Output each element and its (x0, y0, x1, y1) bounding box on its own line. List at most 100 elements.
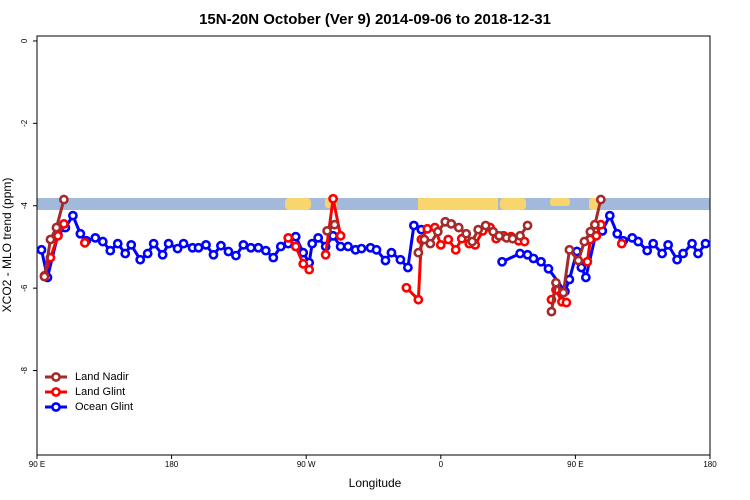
data-point (79, 237, 90, 248)
x-tick-label: 180 (165, 460, 179, 469)
data-point (580, 272, 591, 283)
data-point (67, 210, 78, 221)
legend-marker (51, 402, 61, 412)
data-point (446, 218, 457, 229)
y-tick-label: -8 (20, 366, 29, 374)
data-point (260, 245, 271, 256)
data-point (245, 242, 256, 253)
data-point (307, 238, 318, 249)
data-point (633, 236, 644, 247)
data-point (522, 220, 533, 231)
data-point (467, 236, 478, 247)
data-point (473, 224, 484, 235)
data-point (322, 225, 333, 236)
data-point (700, 238, 711, 249)
series (39, 194, 606, 317)
data-point (275, 241, 286, 252)
data-point (604, 210, 615, 221)
data-point (59, 218, 69, 229)
data-point (515, 230, 525, 241)
data-point (461, 228, 472, 239)
data-point (304, 264, 315, 275)
series-line (44, 199, 621, 303)
map-band (37, 198, 710, 210)
data-point (551, 277, 561, 288)
data-point (422, 223, 433, 234)
x-axis-label: Longitude (349, 476, 402, 490)
data-point (401, 282, 412, 293)
legend-marker (51, 387, 61, 397)
data-point (335, 230, 346, 241)
data-point (148, 238, 159, 249)
series (36, 210, 711, 297)
y-tick-label: 0 (20, 38, 29, 43)
data-point (494, 230, 505, 241)
data-point (290, 241, 301, 252)
legend-label: Ocean Glint (75, 401, 133, 413)
data-point (402, 262, 413, 273)
data-point (51, 222, 62, 233)
x-tick-label: 90 E (567, 460, 583, 469)
data-point (386, 247, 397, 258)
data-point (216, 240, 226, 251)
data-point (589, 219, 600, 230)
data-point (36, 244, 47, 255)
data-point (53, 230, 63, 241)
data-point (616, 238, 627, 249)
data-point (543, 263, 554, 274)
data-point (231, 250, 241, 261)
data-point (172, 243, 183, 254)
data-point (579, 236, 590, 247)
land-patches (285, 198, 601, 210)
data-point (112, 238, 123, 249)
data-point (595, 194, 606, 205)
data-point (432, 226, 443, 237)
data-point (663, 239, 674, 250)
data-point (612, 228, 623, 239)
data-point (413, 247, 424, 258)
data-point (283, 232, 294, 243)
x-tick-label: 0 (439, 460, 444, 469)
data-point (443, 234, 454, 245)
data-point (528, 253, 539, 264)
x-tick-label: 90 E (29, 460, 45, 469)
data-point (208, 249, 219, 260)
x-tick-label: 180 (703, 460, 717, 469)
y-tick-label: -6 (20, 284, 29, 292)
data-point (564, 244, 575, 255)
data-point (648, 238, 659, 249)
data-point (693, 248, 703, 259)
y-axis-label: XCO2 - MLO trend (ppm) (0, 178, 14, 313)
data-point (178, 238, 189, 249)
data-point (135, 254, 146, 265)
data-point (268, 252, 279, 263)
y-tick-label: -2 (20, 119, 29, 127)
data-point (39, 271, 50, 282)
data-point (157, 249, 168, 260)
data-point (328, 193, 339, 204)
data-point (395, 254, 406, 265)
data-point (238, 239, 249, 250)
legend-label: Land Glint (75, 386, 125, 398)
data-point (298, 247, 309, 258)
data-point (558, 287, 569, 298)
data-point (507, 233, 518, 244)
data-point (193, 242, 204, 253)
data-point (408, 220, 419, 231)
data-point (657, 248, 668, 259)
data-point (585, 226, 596, 237)
data-point (335, 241, 346, 252)
y-tick-label: -4 (20, 202, 29, 210)
data-point (45, 234, 56, 245)
data-point (298, 258, 309, 269)
data-point (343, 241, 353, 252)
data-point (97, 236, 108, 247)
data-point (126, 239, 137, 250)
data-point (561, 297, 572, 308)
data-point (435, 239, 446, 250)
data-point (75, 228, 86, 239)
data-point (413, 294, 424, 305)
data-point (201, 239, 211, 250)
data-point (253, 242, 264, 253)
